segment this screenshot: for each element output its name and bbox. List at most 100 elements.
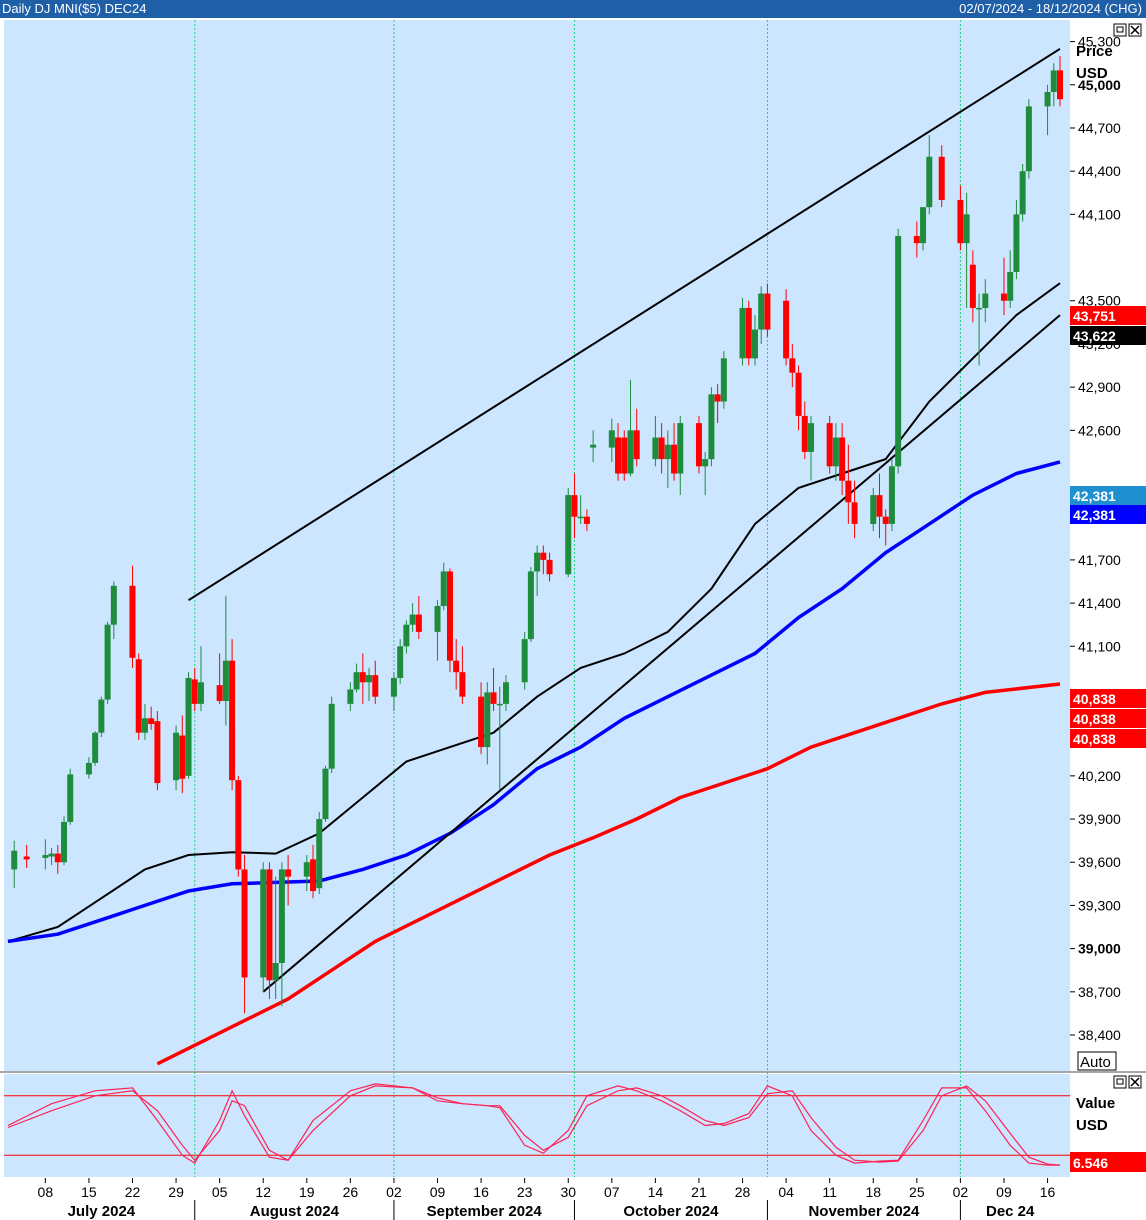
candle-body xyxy=(328,703,335,769)
price-badge: 43,622 xyxy=(1070,326,1146,345)
candle-body xyxy=(415,614,422,632)
candle-body xyxy=(783,300,790,359)
candle-body xyxy=(714,394,721,402)
candle xyxy=(98,696,105,737)
candle-body xyxy=(845,480,852,503)
candle-body xyxy=(347,689,354,704)
candle xyxy=(229,639,236,791)
close-icon[interactable] xyxy=(1128,23,1142,37)
time-tick-label: 02 xyxy=(386,1184,402,1200)
candle-body xyxy=(1007,271,1014,301)
candle xyxy=(808,415,815,481)
candle-body xyxy=(229,660,236,781)
candle-body xyxy=(104,624,111,700)
candle xyxy=(303,855,310,892)
candle-body xyxy=(1050,70,1057,92)
candle xyxy=(583,509,590,532)
month-label: November 2024 xyxy=(808,1203,920,1220)
candle xyxy=(671,423,678,481)
price-tick-label: 43,500 xyxy=(1078,293,1121,309)
candle xyxy=(110,581,117,640)
candle-body xyxy=(191,679,198,704)
price-tick-label: 44,400 xyxy=(1078,163,1121,179)
candle xyxy=(615,423,622,481)
candle-body xyxy=(397,646,404,678)
candle-body xyxy=(478,696,485,748)
upper-trendline xyxy=(187,47,1061,602)
candle-body xyxy=(366,675,373,683)
price-badge: 43,751 xyxy=(1070,306,1146,325)
time-tick-label: 09 xyxy=(996,1184,1012,1200)
candle xyxy=(739,297,746,366)
candle xyxy=(496,686,503,791)
candle-body xyxy=(129,585,136,658)
candle xyxy=(758,286,765,344)
candle xyxy=(658,423,665,474)
candle xyxy=(565,487,572,578)
time-tick-label: 14 xyxy=(648,1184,664,1200)
candle xyxy=(61,816,68,866)
candle-body xyxy=(154,721,161,784)
candle xyxy=(23,844,30,868)
candle xyxy=(266,862,273,1000)
candle-body xyxy=(789,358,796,373)
candle xyxy=(285,855,292,906)
candle xyxy=(440,562,447,611)
candle xyxy=(278,862,285,1007)
candle xyxy=(490,667,497,712)
candle xyxy=(938,145,945,208)
candle-body xyxy=(546,559,553,575)
candle xyxy=(577,495,584,524)
candle-body xyxy=(484,692,491,748)
candle-body xyxy=(926,156,933,208)
candle xyxy=(403,620,410,654)
candle-body xyxy=(826,423,833,467)
restore-icon[interactable] xyxy=(1113,23,1127,37)
time-tick-label: 02 xyxy=(953,1184,969,1200)
price-badge-bg xyxy=(1070,709,1146,728)
time-tick-label: 09 xyxy=(430,1184,446,1200)
price-badge-text: 40,838 xyxy=(1073,731,1116,747)
time-tick-label: 15 xyxy=(81,1184,97,1200)
candle-body xyxy=(888,466,895,524)
candle-body xyxy=(23,856,30,860)
candle-body xyxy=(739,307,746,359)
candle-body xyxy=(179,735,186,779)
candle-body xyxy=(241,869,248,978)
candle-body xyxy=(434,605,441,632)
candle-body xyxy=(1000,293,1007,301)
candle-body xyxy=(720,358,727,402)
oscillator-plot-background xyxy=(4,1074,1070,1177)
candle-body xyxy=(957,199,964,244)
candle-body xyxy=(490,692,497,704)
price-tick-label: 42,600 xyxy=(1078,422,1121,438)
candle-body xyxy=(671,444,678,474)
candle-body xyxy=(42,855,49,858)
chart-title: Daily DJ MNI($5) DEC24 xyxy=(2,1,147,16)
candle xyxy=(826,415,833,474)
candle xyxy=(1013,199,1020,280)
price-axis-title: Price xyxy=(1076,43,1113,60)
candle-body xyxy=(577,516,584,519)
candle xyxy=(764,283,771,337)
candle-body xyxy=(527,571,534,640)
auto-scale-button[interactable]: Auto xyxy=(1077,1051,1117,1071)
candle-body xyxy=(938,156,945,200)
candle-body xyxy=(1057,70,1063,100)
candle xyxy=(446,568,453,673)
osc-restore-icon[interactable] xyxy=(1113,1075,1127,1089)
osc-axis-unit: USD xyxy=(1076,1117,1108,1134)
candle xyxy=(534,545,541,596)
candle-body xyxy=(963,214,970,244)
candle xyxy=(241,855,248,1014)
candle-body xyxy=(751,329,758,359)
candle-body xyxy=(702,459,709,467)
osc-close-icon[interactable] xyxy=(1128,1075,1142,1089)
candle xyxy=(633,408,640,467)
candle xyxy=(895,228,902,474)
candle xyxy=(652,415,659,467)
candle-body xyxy=(148,718,155,725)
time-tick-label: 23 xyxy=(517,1184,533,1200)
